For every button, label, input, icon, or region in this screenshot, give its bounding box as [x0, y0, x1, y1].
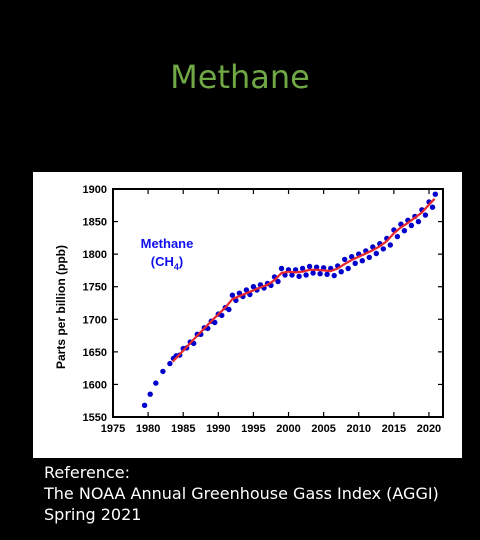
data-point	[243, 287, 250, 293]
data-point	[275, 278, 281, 285]
data-point	[408, 222, 415, 229]
data-point	[160, 368, 166, 375]
y-tick-label: 1550	[83, 412, 107, 424]
data-point	[141, 402, 148, 408]
y-tick-label: 1600	[83, 379, 107, 391]
data-point	[278, 265, 285, 272]
x-tick-label: 1975	[101, 423, 125, 435]
y-axis-label: Parts per billion (ppb)	[54, 245, 68, 369]
y-tick-label: 1850	[83, 217, 107, 229]
reference-date: Spring 2021	[44, 505, 142, 524]
monthly-methane-points	[141, 191, 438, 408]
data-point	[349, 254, 355, 260]
x-tick-label: 2020	[417, 423, 441, 435]
x-tick-label: 2010	[347, 423, 371, 435]
data-point	[289, 272, 295, 278]
data-point	[167, 360, 173, 367]
data-point	[310, 270, 316, 276]
data-point	[394, 233, 401, 240]
data-point	[429, 204, 436, 210]
chart-panel: 1550 1600 1650 1700 1750 1800 1850 1900 1975 198…	[33, 172, 462, 458]
data-point	[147, 391, 153, 397]
y-tick-label: 1650	[83, 347, 107, 359]
reference-source: The NOAA Annual Greenhouse Gass Index (A…	[44, 484, 439, 503]
chart-annotation-formula: (CH4)	[151, 254, 183, 272]
y-tick-label: 1900	[83, 184, 107, 196]
data-point	[342, 256, 348, 263]
x-tick-label: 1990	[206, 423, 230, 435]
data-point	[324, 271, 330, 277]
reference-block: Reference: The NOAA Annual Greenhouse Ga…	[44, 462, 439, 525]
data-point	[226, 306, 232, 313]
data-point	[415, 218, 422, 225]
trend-line	[171, 198, 436, 363]
x-tick-label: 2005	[311, 423, 335, 435]
data-point	[401, 228, 408, 234]
slide-title: Methane	[170, 58, 310, 96]
data-point	[153, 380, 159, 386]
x-axis-ticks: 1975 1980 1985 1990 1995 2000 2005 2010 2015 2020	[101, 189, 441, 435]
data-point	[212, 319, 218, 326]
data-point	[373, 250, 379, 257]
data-point	[338, 269, 344, 275]
data-point	[292, 267, 299, 273]
x-tick-label: 1995	[241, 423, 265, 435]
data-point	[219, 312, 225, 319]
data-point	[345, 265, 351, 272]
chart-annotation-methane: Methane	[141, 236, 194, 251]
data-point	[366, 254, 372, 261]
data-point	[380, 246, 386, 252]
y-axis-ticks: 1550 1600 1650 1700 1750 1800 1850 1900	[83, 184, 443, 424]
data-point	[387, 242, 393, 248]
x-tick-label: 2015	[382, 423, 406, 435]
data-point	[306, 263, 313, 270]
data-point	[422, 212, 429, 218]
reference-heading: Reference:	[44, 463, 130, 482]
data-point	[331, 272, 337, 279]
data-point	[352, 260, 358, 266]
data-point	[303, 272, 309, 278]
methane-chart: 1550 1600 1650 1700 1750 1800 1850 1900 1975 198…	[54, 184, 444, 435]
data-point	[299, 265, 306, 272]
y-tick-label: 1750	[83, 282, 107, 294]
data-point	[296, 273, 302, 279]
plot-frame	[112, 188, 444, 418]
data-point	[229, 292, 236, 298]
data-point	[250, 284, 257, 290]
x-tick-label: 1985	[171, 423, 195, 435]
y-tick-label: 1800	[83, 249, 107, 261]
data-point	[313, 264, 320, 270]
y-tick-label: 1700	[83, 314, 107, 326]
data-point	[320, 265, 327, 271]
data-point	[432, 191, 438, 197]
x-tick-label: 2000	[276, 423, 300, 435]
x-tick-label: 1980	[136, 423, 160, 435]
data-point	[317, 271, 323, 277]
data-point	[359, 258, 365, 264]
